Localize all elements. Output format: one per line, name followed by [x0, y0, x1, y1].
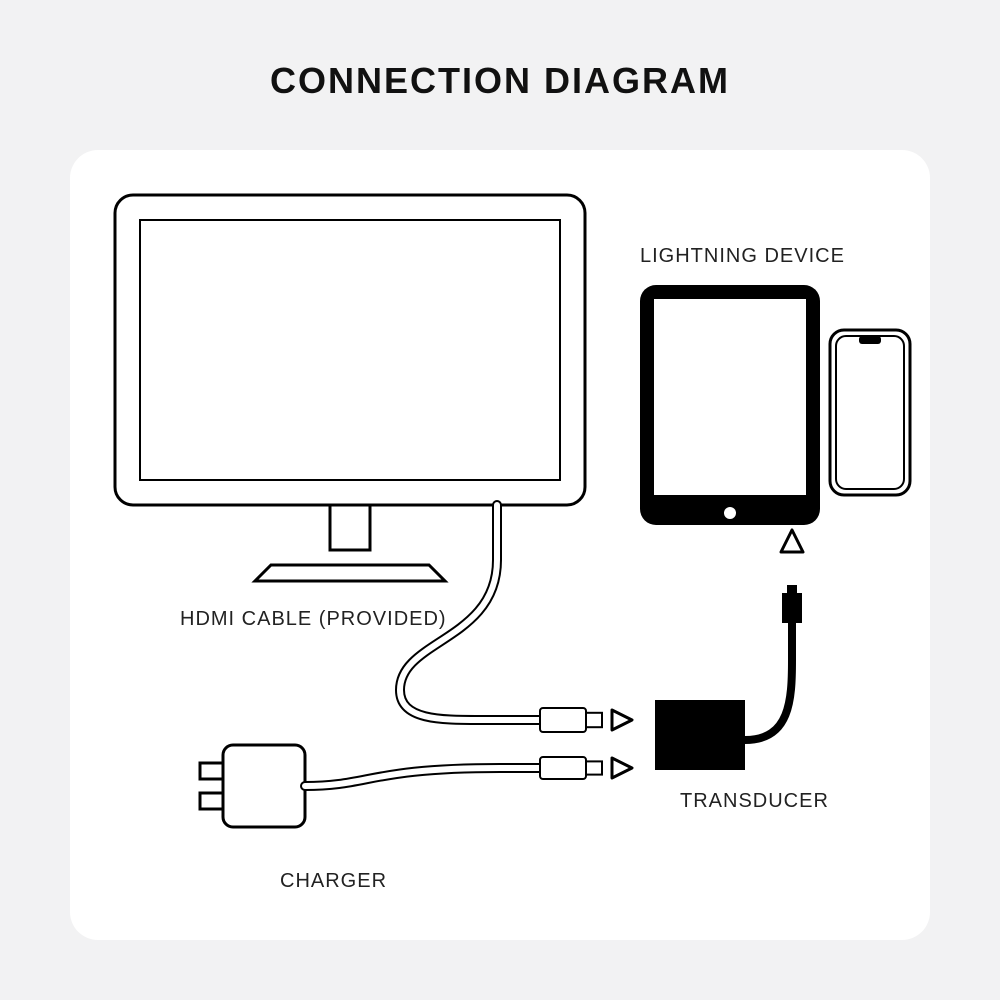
- diagram-svg: [0, 0, 1000, 1000]
